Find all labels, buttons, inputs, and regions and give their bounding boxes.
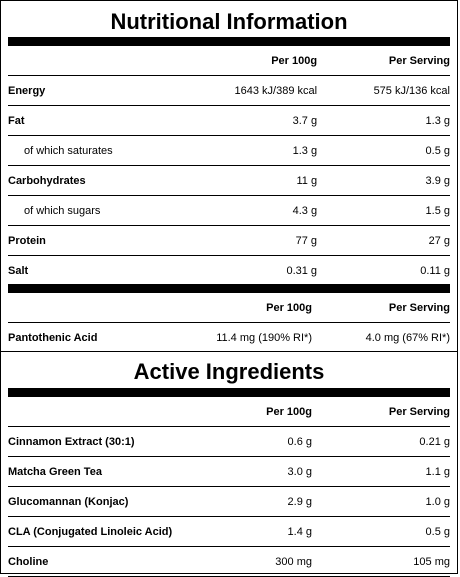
active-row-choline: Choline 300 mg 105 mg [8, 546, 450, 577]
active-header-bar [8, 388, 450, 397]
nutrition-row-energy: Energy 1643 kJ/389 kcal 575 kJ/136 kcal [8, 75, 450, 106]
active-header-name [8, 397, 193, 427]
active-header-per100: Per 100g [193, 397, 312, 427]
nutrition-row-protein: Protein 77 g 27 g [8, 225, 450, 256]
nutrient-per100: 3.7 g [202, 105, 318, 136]
active-header-serving: Per Serving [312, 397, 450, 427]
ingredient-per100: 2.9 g [193, 486, 312, 517]
ingredient-name: Glucomannan (Konjac) [8, 486, 193, 517]
nutrient-per100: 77 g [202, 225, 318, 256]
vitamin-header-serving: Per Serving [312, 293, 450, 323]
nutrient-per100: 0.31 g [202, 255, 318, 286]
ingredient-per100: 1.4 g [193, 516, 312, 547]
nutrient-serving: 27 g [317, 225, 450, 256]
nutrition-row-saturates: of which saturates 1.3 g 0.5 g [8, 135, 450, 166]
active-row-cinnamon: Cinnamon Extract (30:1) 0.6 g 0.21 g [8, 426, 450, 457]
ingredient-serving: 1.1 g [312, 456, 450, 487]
ingredient-name: CLA (Conjugated Linoleic Acid) [8, 516, 193, 547]
nutrient-name: Protein [8, 225, 203, 256]
vitamin-header-bar [8, 284, 450, 293]
ingredient-serving: 0.21 g [312, 426, 450, 457]
nutrition-header-bar [8, 37, 450, 46]
nutrient-name: Salt [8, 255, 203, 286]
nutrient-name: Energy [8, 75, 203, 106]
vitamin-name: Pantothenic Acid [8, 331, 98, 344]
ingredient-serving: 1.0 g [312, 486, 450, 517]
nutrition-row-carbohydrates: Carbohydrates 11 g 3.9 g [8, 165, 450, 196]
nutrition-header-name [8, 46, 203, 76]
active-ingredients-table: Per 100g Per Serving Cinnamon Extract (3… [8, 397, 450, 577]
nutrient-name: Carbohydrates [8, 165, 203, 196]
vitamin-header-name [8, 293, 193, 323]
active-row-matcha: Matcha Green Tea 3.0 g 1.1 g [8, 456, 450, 487]
ingredient-per100: 0.6 g [193, 426, 312, 457]
active-row-glucomannan: Glucomannan (Konjac) 2.9 g 1.0 g [8, 486, 450, 517]
vitamin-row-pantothenic-acid: Pantothenic Acid 11.4 mg (190% RI*) 4.0 … [8, 323, 450, 353]
active-ingredients-panel: Active Ingredients Per 100g Per Serving … [0, 351, 458, 577]
active-ingredients-title: Active Ingredients [133, 359, 325, 384]
nutrient-serving: 0.11 g [317, 255, 450, 286]
nutrient-name: of which sugars [8, 195, 203, 226]
nutrient-serving: 3.9 g [317, 165, 450, 196]
nutrition-row-sugars: of which sugars 4.3 g 1.5 g [8, 195, 450, 226]
nutrient-serving: 0.5 g [317, 135, 450, 166]
ingredient-name: Choline [8, 546, 193, 577]
ingredient-per100: 3.0 g [193, 456, 312, 487]
ingredient-per100: 300 mg [193, 546, 312, 577]
ingredient-serving: 105 mg [312, 546, 450, 577]
nutrition-row-fat: Fat 3.7 g 1.3 g [8, 105, 450, 136]
nutrient-name: Fat [8, 105, 203, 136]
nutrition-header-row: Per 100g Per Serving [8, 46, 450, 76]
ingredient-name: Matcha Green Tea [8, 456, 193, 487]
vitamin-header-row: Per 100g Per Serving [8, 293, 450, 323]
nutrient-per100: 1643 kJ/389 kcal [202, 75, 318, 106]
ingredient-name: Cinnamon Extract (30:1) [8, 426, 193, 457]
vitamin-per100: 11.4 mg (190% RI*) [216, 331, 312, 344]
nutrition-row-salt: Salt 0.31 g 0.11 g [8, 255, 450, 286]
nutrition-panel: Nutritional Information Per 100g Per Ser… [0, 0, 458, 352]
nutrient-serving: 1.5 g [317, 195, 450, 226]
nutrient-per100: 11 g [202, 165, 318, 196]
nutrient-name: of which saturates [8, 135, 203, 166]
active-header-row: Per 100g Per Serving [8, 397, 450, 427]
active-row-cla: CLA (Conjugated Linoleic Acid) 1.4 g 0.5… [8, 516, 450, 547]
nutrient-serving: 575 kJ/136 kcal [317, 75, 450, 106]
vitamin-header-per100: Per 100g [193, 293, 312, 323]
nutrition-table: Per 100g Per Serving Energy 1643 kJ/389 … [8, 46, 450, 286]
nutrient-serving: 1.3 g [317, 105, 450, 136]
nutrition-header-per100: Per 100g [202, 46, 318, 76]
nutrient-per100: 4.3 g [202, 195, 318, 226]
nutrient-per100: 1.3 g [202, 135, 318, 166]
nutrition-title: Nutritional Information [110, 9, 348, 34]
vitamin-table: Per 100g Per Serving Pantothenic Acid 11… [8, 293, 450, 352]
vitamin-serving: 4.0 mg (67% RI*) [365, 331, 450, 344]
nutrition-header-serving: Per Serving [317, 46, 450, 76]
ingredient-serving: 0.5 g [312, 516, 450, 547]
